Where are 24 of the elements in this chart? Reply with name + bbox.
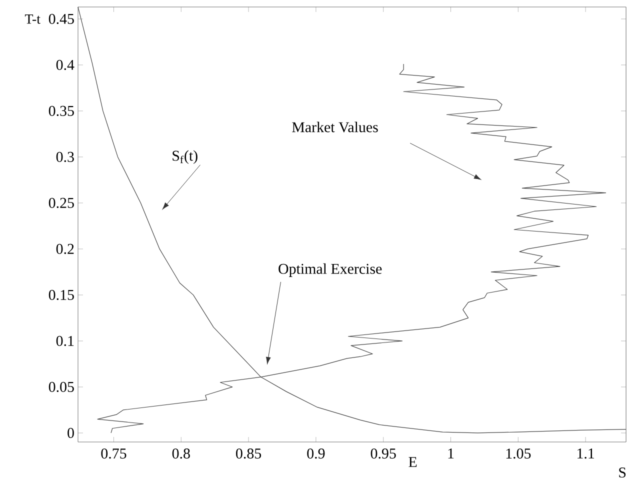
y-tick-label: 0: [68, 428, 74, 438]
x-tick-label: 1.1: [578, 448, 594, 459]
y-axis-title: T-t: [24, 14, 40, 24]
x-axis-title: S: [619, 468, 626, 478]
annotation: Optimal Exercise: [278, 263, 382, 277]
x-tick-label: 0.95: [370, 448, 396, 459]
y-tick-label: 0.2: [56, 244, 74, 254]
y-tick-label: 0.45: [48, 14, 74, 24]
y-tick-label: 0.1: [56, 336, 74, 346]
x-tick-label: 1: [448, 448, 454, 458]
x-tick-label: 0.75: [101, 448, 126, 459]
y-tick-label: 0.3: [56, 152, 74, 162]
x-tick-label: 0.85: [236, 448, 262, 459]
y-tick-label: 0.35: [48, 106, 74, 116]
y-tick-label: 0.15: [48, 290, 74, 300]
x-tick-label: 1.05: [506, 448, 531, 459]
x-tick-label: 0.9: [307, 448, 325, 459]
y-tick-label: 0.4: [56, 60, 74, 70]
annotation: Market Values: [292, 122, 378, 132]
y-tick-label: 0.25: [48, 198, 74, 208]
x-tick-label: 0.8: [172, 448, 190, 459]
y-tick-label: 0.05: [48, 382, 74, 392]
text: E: [408, 457, 417, 467]
annotation: S$_{f}$(t): [172, 150, 198, 164]
